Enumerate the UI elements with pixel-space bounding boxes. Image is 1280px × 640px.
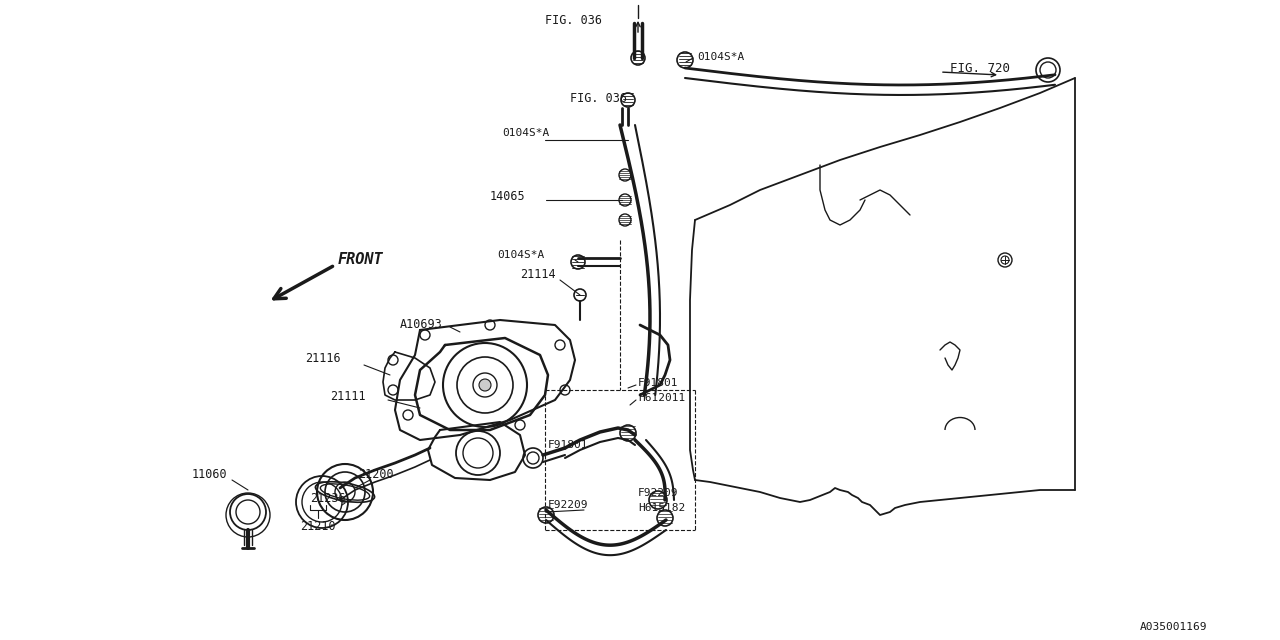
Text: H612011: H612011	[637, 393, 685, 403]
Text: 0104S*A: 0104S*A	[497, 250, 544, 260]
Text: F91801: F91801	[637, 378, 678, 388]
Text: FRONT: FRONT	[338, 252, 384, 267]
Text: 21210: 21210	[301, 520, 335, 533]
Text: A10693: A10693	[399, 318, 443, 331]
Text: FIG. 036: FIG. 036	[570, 92, 627, 105]
Text: 11060: 11060	[192, 468, 228, 481]
Text: 21200: 21200	[358, 468, 394, 481]
Text: 21114: 21114	[520, 268, 556, 281]
Text: F92209: F92209	[548, 500, 589, 510]
Text: 21111: 21111	[330, 390, 366, 403]
Text: A035001169: A035001169	[1140, 622, 1207, 632]
Text: 21236: 21236	[310, 492, 346, 505]
Text: 0104S*A: 0104S*A	[502, 128, 549, 138]
Circle shape	[479, 379, 492, 391]
Text: FIG. 720: FIG. 720	[950, 62, 1010, 75]
Text: H615182: H615182	[637, 503, 685, 513]
Text: 14065: 14065	[490, 190, 526, 203]
Text: F92209: F92209	[637, 488, 678, 498]
Text: 0104S*A: 0104S*A	[698, 52, 744, 62]
Text: F91801: F91801	[548, 440, 589, 450]
Text: 21116: 21116	[305, 352, 340, 365]
Text: FIG. 036: FIG. 036	[545, 14, 602, 27]
